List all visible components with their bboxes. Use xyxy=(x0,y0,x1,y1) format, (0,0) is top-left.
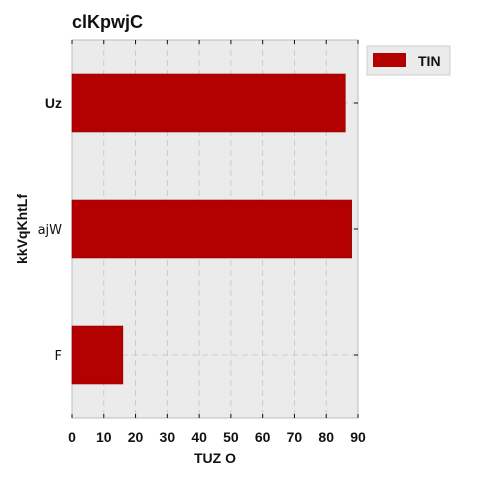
x-tick-label: 20 xyxy=(128,429,144,445)
x-tick-label: 60 xyxy=(255,429,271,445)
bar-Uz xyxy=(71,73,346,133)
x-tick-label: 0 xyxy=(68,429,76,445)
x-tick-label: 70 xyxy=(287,429,303,445)
y-tick-label: F xyxy=(55,349,62,364)
x-axis-label: TUZ O xyxy=(194,450,236,466)
y-tick-label: ajW xyxy=(38,223,63,238)
x-tick-label: 50 xyxy=(223,429,239,445)
y-tick-label: Uz xyxy=(45,95,62,111)
legend: TIN xyxy=(366,45,451,76)
y-axis-label: kkVqKhtLf xyxy=(14,194,30,264)
x-tick-label: 10 xyxy=(96,429,112,445)
legend-swatch xyxy=(373,53,406,67)
bars xyxy=(71,73,352,385)
x-tick-label: 90 xyxy=(350,429,366,445)
bar-ajW xyxy=(71,199,352,259)
x-tick-label: 40 xyxy=(191,429,207,445)
x-tick-label: 30 xyxy=(160,429,176,445)
chart-title: clKpwjC xyxy=(72,12,143,32)
legend-label: TIN xyxy=(418,53,441,69)
bar-F xyxy=(71,325,124,385)
x-tick-label: 80 xyxy=(318,429,334,445)
